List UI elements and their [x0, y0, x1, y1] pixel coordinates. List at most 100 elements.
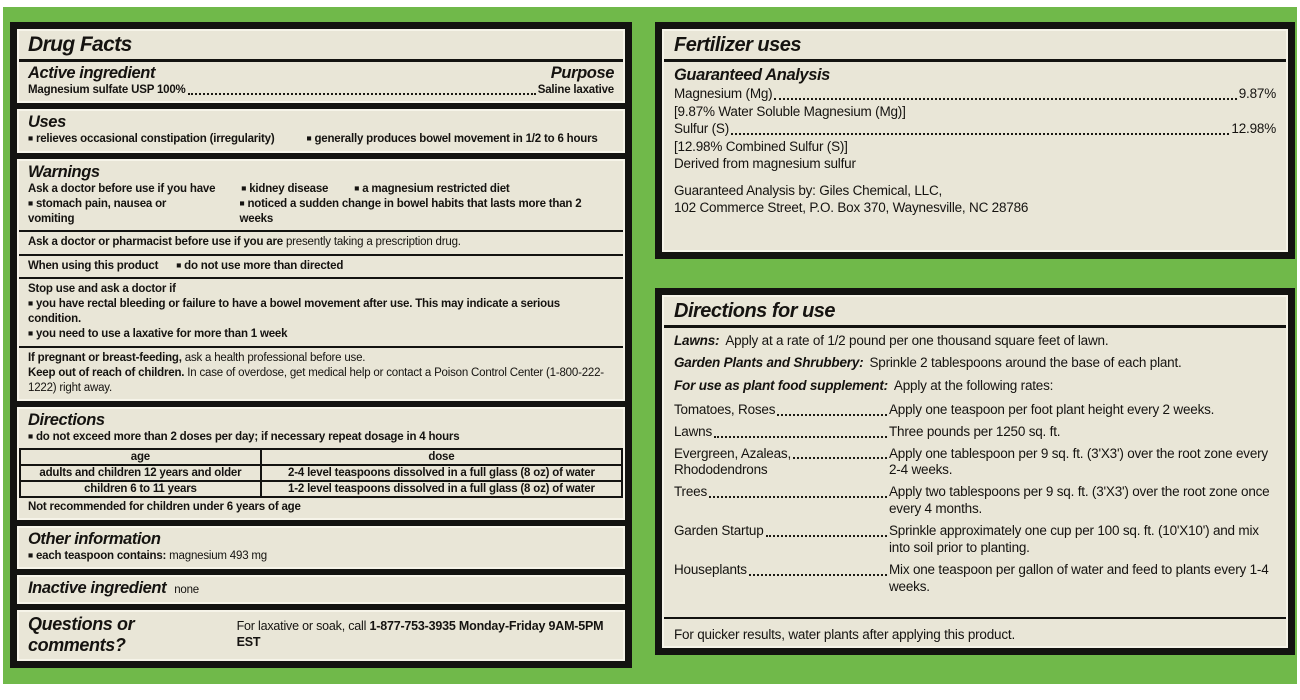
bullet-square-icon — [176, 260, 184, 272]
sulfur-label: Sulfur (S) — [674, 121, 730, 137]
dose-table-row: adults and children 12 years and older 2… — [19, 463, 624, 482]
plant-food-intro-label: For use as plant food supplement: — [674, 377, 888, 393]
other-info-rest: magnesium 493 mg — [166, 550, 267, 562]
active-ingredient-heading: Active ingredient — [28, 64, 156, 82]
bullet-square-icon — [28, 133, 36, 145]
guaranteed-analysis-heading: Guaranteed Analysis — [674, 66, 830, 84]
questions-heading: Questions or comments? — [28, 613, 135, 655]
bullet-square-icon — [354, 183, 362, 195]
stop-use-heading: Stop use and ask a doctor if — [28, 282, 176, 295]
magnesium-label: Magnesium (Mg) — [674, 86, 773, 101]
section-rule — [664, 59, 1286, 62]
bullet-square-icon — [28, 550, 36, 562]
rate-row-evergreen: Evergreen, Azaleas, Rhododendrons Apply … — [674, 446, 1276, 480]
dot-leader — [765, 534, 887, 537]
when-using-item: do not use more than directed — [184, 259, 344, 272]
dose-cell: 1-2 level teaspoons dissolved in a full … — [259, 479, 624, 498]
section-rule — [664, 325, 1286, 328]
rate-row-lawns: Lawns Three pounds per 1250 sq. ft. — [674, 424, 1276, 441]
rate-text: Three pounds per 1250 sq. ft. — [889, 423, 1061, 439]
pharmacist-line: Ask a doctor or pharmacist before use if… — [28, 235, 614, 250]
drug-facts-title: Drug Facts — [28, 33, 132, 56]
garden-plants-intro-line: Garden Plants and Shrubbery: Sprinkle 2 t… — [674, 352, 1276, 374]
dose-column-header: dose — [259, 447, 624, 466]
plant-food-intro-text: Apply at the following rates: — [893, 377, 1054, 393]
other-information-line: each teaspoon contains: magnesium 493 mg — [28, 549, 614, 564]
dose-table: age dose adults and children 12 years an… — [19, 447, 624, 498]
bullet-square-icon — [28, 328, 36, 340]
dot-leader — [187, 93, 536, 96]
rate-label: Garden Startup — [674, 523, 764, 539]
fertilizer-uses-title: Fertilizer uses — [674, 34, 802, 56]
stop-item-1-text: you have rectal bleeding or failure to h… — [28, 298, 561, 326]
section-rule — [19, 59, 623, 62]
drug-facts-panel: Drug Facts Active ingredient Purpose Mag… — [10, 22, 632, 668]
dose-table-header-row: age dose — [19, 447, 624, 466]
footer-divider — [664, 617, 1286, 619]
inactive-ingredient-heading: Inactive ingredient — [28, 579, 167, 598]
dot-leader — [731, 132, 1230, 135]
magnesium-value: 9.87% — [1238, 86, 1276, 101]
warning-bullet-1: kidney disease — [249, 182, 329, 195]
dot-leader — [777, 413, 887, 416]
rate-label-line-2: Rhododendrons — [674, 462, 768, 478]
pregnant-line: If pregnant or breast-feeding, ask a hea… — [28, 351, 614, 366]
rate-text: Sprinkle approximately one cup per 100 s… — [889, 523, 1259, 555]
purpose-value: Saline laxative — [537, 84, 614, 96]
dot-leader — [793, 457, 887, 460]
stop-use-item-2: you need to use a laxative for more than… — [28, 327, 614, 342]
directions-footnote: Not recommended for children under 6 yea… — [28, 500, 301, 513]
pharmacist-bold: Ask a doctor or pharmacist before use if… — [28, 236, 283, 249]
rate-text: Mix one teaspoon per gallon of water and… — [889, 561, 1269, 594]
pregnant-bold: If pregnant or breast-feeding, — [28, 351, 182, 364]
dot-leader — [714, 435, 887, 438]
rate-row-garden-startup: Garden Startup Sprinkle approximately on… — [674, 523, 1276, 557]
age-cell: adults and children 12 years and older — [19, 463, 262, 482]
when-using-bold: When using this product — [28, 259, 159, 272]
dose-table-row: children 6 to 11 years 1-2 level teaspoo… — [19, 479, 624, 498]
warnings-heading: Warnings — [28, 162, 100, 181]
directions-for-use-panel: Directions for use Lawns: Apply at a rate… — [655, 288, 1295, 655]
rate-label: Tomatoes, Roses — [674, 401, 776, 417]
rate-label: Evergreen, Azaleas, — [674, 445, 792, 461]
directions-note-text: do not exceed more than 2 doses per day;… — [35, 431, 460, 444]
inactive-ingredient-section: Inactive ingredient none — [17, 575, 625, 604]
rate-row-houseplants: Houseplants Mix one teaspoon per gallon … — [674, 562, 1276, 596]
warning-bullet-4: noticed a sudden change in bowel habits … — [239, 198, 582, 226]
uses-items: relieves occasional constipation (irregu… — [28, 132, 614, 147]
sulfur-analysis-row: Sulfur (S) 12.98% — [674, 120, 1276, 138]
rate-text: Apply one teaspoon per foot plant height… — [889, 401, 1215, 417]
uses-section: Uses relieves occasional constipation (i… — [17, 109, 625, 153]
stop-item-2-text: you need to use a laxative for more than… — [35, 328, 288, 341]
dot-leader — [709, 496, 887, 499]
rate-label: Trees — [674, 484, 708, 500]
lawns-intro-text: Apply at a rate of 1/2 pound per one tho… — [725, 333, 1109, 348]
rate-label: Houseplants — [674, 561, 747, 577]
other-info-bold: each teaspoon contains: — [35, 550, 167, 562]
rate-label: Lawns — [674, 423, 713, 439]
dot-leader — [748, 573, 887, 576]
age-cell: children 6 to 11 years — [19, 479, 262, 498]
pharmacist-rest: presently taking a prescription drug. — [282, 236, 461, 249]
active-ingredient-row: Magnesium sulfate USP 100% Saline laxati… — [28, 83, 614, 98]
keep-out-bold: Keep out of reach of children. — [28, 366, 185, 379]
water-soluble-note: [9.87% Water Soluble Magnesium (Mg)] — [674, 103, 906, 119]
bullet-square-icon — [28, 298, 36, 310]
age-column-header: age — [19, 447, 262, 466]
plant-food-intro-line: For use as plant food supplement: Apply a… — [674, 375, 1276, 397]
when-using-line: When using this product do not use more t… — [28, 259, 614, 274]
fertilizer-uses-panel: Fertilizer uses Guaranteed Analysis Magn… — [655, 22, 1295, 259]
questions-lead: For laxative or soak, call — [236, 618, 367, 633]
rate-row-tomatoes-roses: Tomatoes, Roses Apply one teaspoon per f… — [674, 402, 1276, 419]
directions-for-use-title: Directions for use — [674, 300, 836, 322]
dose-cell: 2-4 level teaspoons dissolved in a full … — [259, 463, 624, 482]
keep-out-rest: In case of overdose, get medical help or… — [28, 366, 604, 394]
rate-row-trees: Trees Apply two tablespoons per 9 sq. ft… — [674, 484, 1276, 518]
uses-heading: Uses — [28, 113, 66, 132]
derived-from-note: Derived from magnesium sulfur — [674, 156, 856, 172]
ask-doctor-line-1: Ask a doctor before use if you have kidn… — [28, 182, 614, 197]
warnings-divider — [19, 276, 623, 279]
bullet-square-icon — [28, 431, 36, 443]
lawns-intro-label: Lawns: — [674, 333, 720, 348]
warnings-divider — [19, 345, 623, 348]
